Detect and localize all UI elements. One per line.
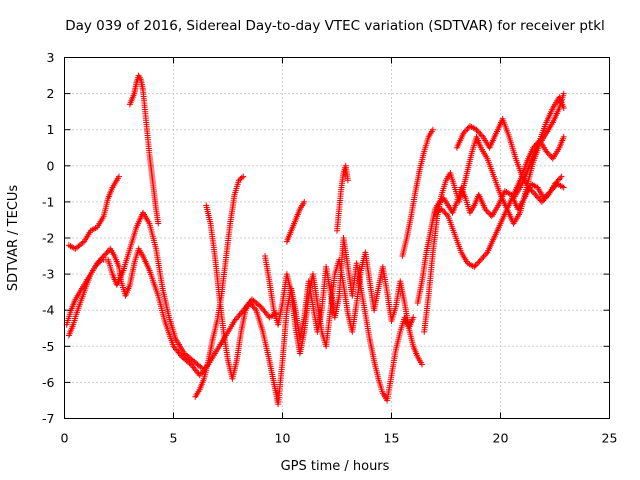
y-tick-label: 2 <box>47 86 55 101</box>
data-points <box>63 72 567 408</box>
x-tick-label: 10 <box>275 431 291 446</box>
y-tick-label: -2 <box>42 231 54 246</box>
x-tick-label: 0 <box>61 431 69 446</box>
chart-title: Day 039 of 2016, Sidereal Day-to-day VTE… <box>65 18 605 34</box>
y-tick-label: 0 <box>47 158 55 173</box>
y-tick-label: -6 <box>42 375 55 390</box>
x-tick-label: 15 <box>384 431 400 446</box>
y-tick-label: -1 <box>42 194 54 209</box>
x-tick-label: 25 <box>602 431 618 446</box>
y-tick-label: 1 <box>47 122 55 137</box>
y-tick-label: -3 <box>42 267 54 282</box>
y-tick-label: 3 <box>47 50 55 65</box>
y-tick-label: -7 <box>42 411 54 426</box>
data-point-markers <box>63 72 567 408</box>
y-axis-label: SDTVAR / TECUs <box>6 185 21 292</box>
axis-ticks: 0 5 10 15 20 25 -7 -6 -5 -4 -3 -2 -1 0 1 2 3 <box>42 50 617 446</box>
y-tick-label: -5 <box>42 339 54 354</box>
y-tick-label: -4 <box>42 303 55 318</box>
x-tick-label: 5 <box>170 431 178 446</box>
x-axis-label: GPS time / hours <box>281 459 390 474</box>
x-tick-label: 20 <box>493 431 509 446</box>
